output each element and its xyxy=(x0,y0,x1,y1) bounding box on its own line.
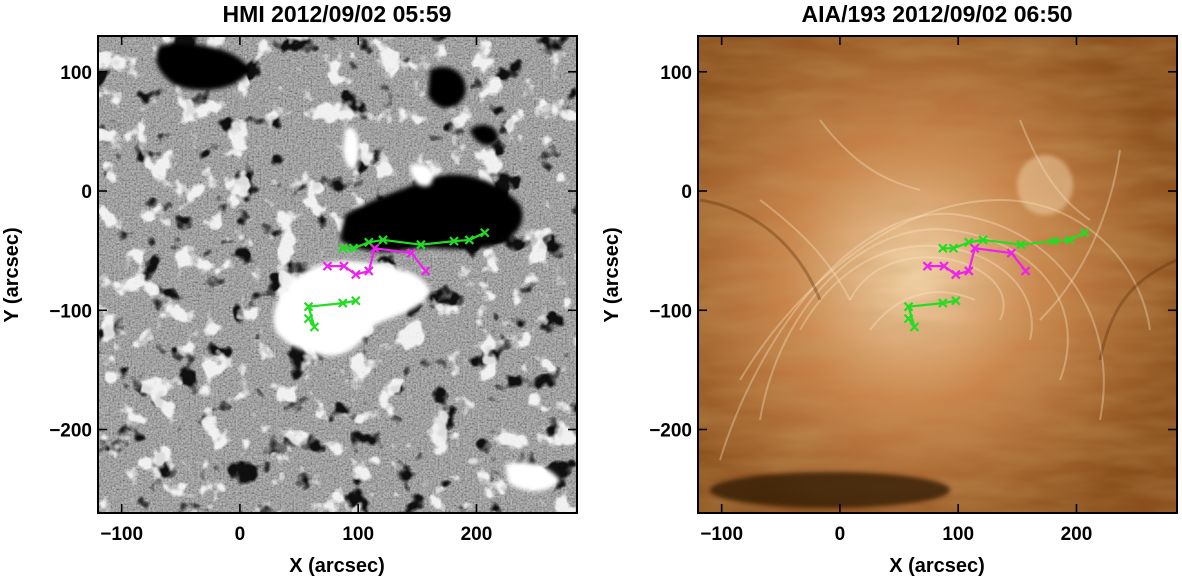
left-series-point xyxy=(338,243,348,254)
right-y-tick-label: 0 xyxy=(681,182,692,203)
right-x-tick-label: 0 xyxy=(835,524,846,545)
left-series-point xyxy=(303,313,314,324)
right-series-point xyxy=(922,261,933,271)
left-y-tick-label: 100 xyxy=(60,63,92,84)
left-series-point xyxy=(338,298,348,308)
left-series-point xyxy=(364,266,374,276)
right-x-axis-label: X (arcsec) xyxy=(889,555,985,577)
right-x-tick-label: 100 xyxy=(942,524,974,545)
left-series-point xyxy=(479,227,490,238)
left-series-line-1 xyxy=(342,231,486,250)
right-series-point xyxy=(909,322,920,332)
right-series-point xyxy=(1049,236,1059,246)
left-x-axis-label: X (arcsec) xyxy=(289,555,385,577)
left-x-tick-label: 100 xyxy=(342,524,374,545)
left-y-tick-label: −200 xyxy=(49,421,92,442)
right-x-tick-label: −100 xyxy=(700,524,743,545)
right-series-point xyxy=(951,295,961,306)
right-series-point xyxy=(903,301,914,312)
left-series-point xyxy=(339,261,349,271)
right-y-axis-label: Y (arcsec) xyxy=(601,227,623,322)
right-series-point xyxy=(938,243,948,254)
left-series-point xyxy=(309,322,320,332)
left-chart-title: HMI 2012/09/02 05:59 xyxy=(223,1,452,27)
hmi-magnetogram-image xyxy=(98,36,577,513)
right-series-point xyxy=(1020,266,1031,276)
right-plot-frame xyxy=(697,35,1178,514)
right-series-point xyxy=(903,313,914,324)
left-y-tick-label: −100 xyxy=(49,301,92,322)
right-chart-title: AIA/193 2012/09/02 06:50 xyxy=(801,1,1072,27)
right-series-point xyxy=(939,261,949,271)
right-series-point xyxy=(1006,248,1017,258)
left-x-tick-label: −100 xyxy=(100,524,143,545)
left-y-tick-label: 0 xyxy=(81,182,92,203)
left-y-axis-label: Y (arcsec) xyxy=(1,227,23,322)
right-series-point xyxy=(1064,235,1075,245)
right-series-point xyxy=(1016,239,1026,250)
right-y-tick-label: 100 xyxy=(660,63,692,84)
left-series-point xyxy=(420,266,431,276)
right-series-point xyxy=(969,243,980,254)
right-y-tick-label: −100 xyxy=(649,301,692,322)
left-series-point xyxy=(369,243,380,254)
right-series-point xyxy=(948,243,959,254)
left-series-point xyxy=(303,301,314,312)
right-series-point xyxy=(951,269,961,280)
right-x-tick-label: 200 xyxy=(1061,524,1093,545)
left-x-tick-label: 0 xyxy=(235,524,246,545)
left-series-point xyxy=(416,239,426,250)
left-series-point xyxy=(351,295,361,306)
left-series-point xyxy=(406,248,417,258)
right-series-point xyxy=(964,266,974,276)
right-series-point xyxy=(1079,227,1090,238)
left-series-point xyxy=(378,235,388,245)
left-series-point xyxy=(449,236,459,246)
right-y-tick-label: −200 xyxy=(649,421,692,442)
left-series-point xyxy=(322,261,333,271)
left-series-point xyxy=(351,269,361,280)
left-x-tick-label: 200 xyxy=(461,524,493,545)
left-series-point xyxy=(348,243,359,254)
right-series-point xyxy=(978,235,988,245)
right-series-point xyxy=(938,298,948,308)
right-series-line-1 xyxy=(942,231,1086,250)
left-plot-frame xyxy=(97,35,578,514)
left-series-point xyxy=(464,235,475,245)
aia193-image xyxy=(698,36,1177,513)
